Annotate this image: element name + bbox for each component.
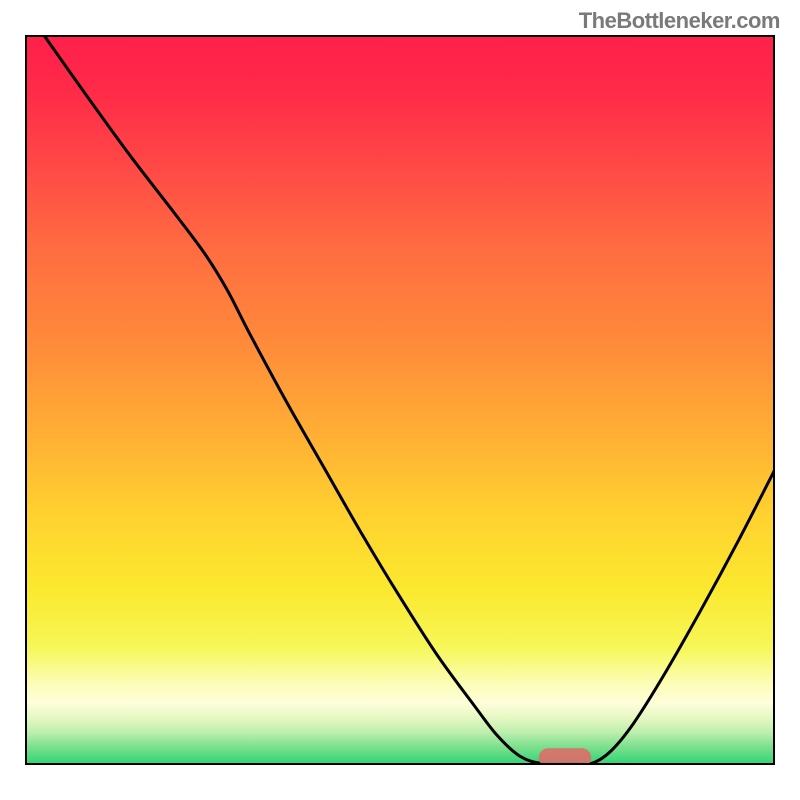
chart-container: TheBottleneker.com — [0, 0, 800, 800]
optimal-marker — [539, 748, 592, 765]
chart-svg — [25, 35, 775, 765]
watermark-text: TheBottleneker.com — [579, 8, 780, 34]
gradient-background — [25, 35, 775, 765]
plot-area — [25, 35, 775, 765]
